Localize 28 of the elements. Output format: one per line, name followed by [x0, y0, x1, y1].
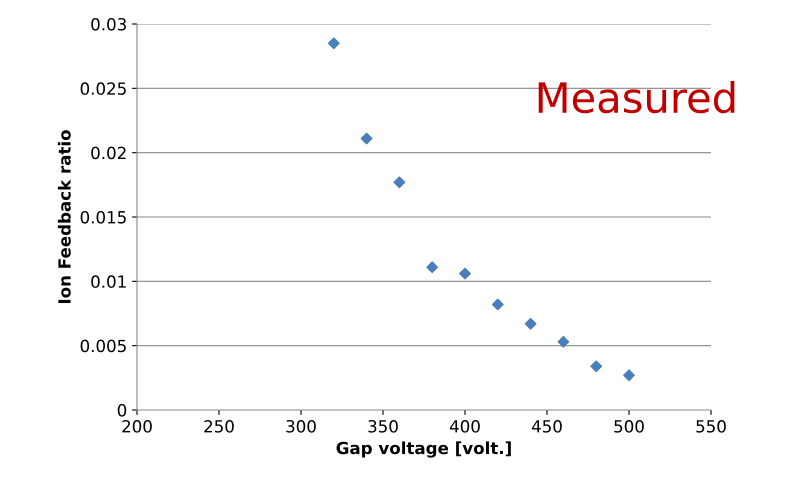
x-tick-label: 200: [122, 420, 152, 433]
annotation: Measured: [538, 81, 734, 114]
point: [394, 176, 406, 188]
x-tick-label: 350: [368, 420, 398, 433]
y-tick-label: 0.005: [80, 340, 126, 352]
x-tick-label: 300: [286, 420, 316, 433]
x-tick-label: 550: [696, 420, 726, 433]
y-axis-title: Ion Feedback ratio: [58, 130, 71, 304]
point: [459, 268, 471, 280]
y-tick-label: 0.03: [91, 18, 126, 31]
y-tick-label: 0.015: [80, 210, 126, 224]
point: [623, 369, 635, 382]
y-tick-label: 0.025: [80, 82, 126, 95]
point: [360, 132, 372, 144]
point: [558, 336, 570, 348]
x-tick-label: 250: [204, 420, 234, 433]
y-tick-label: 0: [118, 404, 126, 417]
y-tick-label: 0.01: [91, 275, 126, 288]
point: [328, 37, 340, 50]
point: [426, 261, 438, 274]
point: [524, 318, 536, 330]
x-axis-title: Gap voltage [volt.]: [336, 441, 511, 458]
point: [590, 360, 602, 372]
x-tick-label: 450: [532, 420, 562, 433]
y-tick-label: 0.02: [91, 146, 126, 160]
point: [492, 298, 504, 310]
x-tick-label: 400: [450, 420, 480, 433]
x-tick-label: 500: [614, 420, 644, 433]
